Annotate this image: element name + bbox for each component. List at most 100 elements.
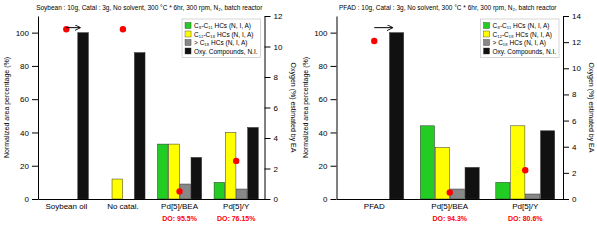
tick-label: 0	[274, 195, 279, 204]
annotation: DO: 94.3%	[432, 215, 467, 222]
tick: 80	[319, 62, 337, 71]
legend-swatch	[185, 48, 191, 54]
legend-item: > C₁₈ HCs (N, I, A)	[484, 39, 546, 47]
tick-label: Pd[5]/BEA	[431, 202, 469, 211]
tick-label: Pd[5]/Y	[223, 202, 250, 211]
legend-swatch	[484, 48, 490, 54]
tick: 10	[265, 43, 283, 52]
tick-mark	[563, 173, 569, 174]
tick-label: 8	[274, 73, 279, 82]
arrow	[66, 27, 80, 28]
legend-box	[182, 19, 260, 58]
annotation: DO: 76.15%	[217, 215, 256, 222]
legend-item: Oxy. Compounds, N.I.	[185, 48, 258, 56]
tick-label: No catal.	[107, 202, 139, 211]
legend-swatch	[185, 23, 191, 29]
tick-label: 100	[16, 29, 30, 38]
legend: C₈-C₁₁ HCs (N, I, A)C₁₂-C₁₈ HCs (N, I, A…	[182, 19, 260, 58]
tick-label: 12	[274, 12, 283, 21]
tick-label: 80	[20, 62, 29, 71]
bar	[375, 199, 389, 200]
axis-title: Normalized area percentage (%)	[302, 57, 310, 158]
tick: 6	[563, 117, 577, 126]
y-axis: 020406080100	[16, 17, 39, 205]
tick-mark	[563, 121, 569, 122]
bar	[112, 179, 123, 199]
legend-item: > C₁₈ HCs (N, I, A)	[185, 39, 247, 47]
bar	[541, 131, 555, 199]
tick-label: 14	[572, 12, 581, 21]
legend-item: C₁₂-C₁₈ HCs (N, I, A)	[185, 31, 253, 39]
tick: 0	[25, 195, 38, 204]
tick-mark	[563, 147, 569, 148]
bar	[236, 189, 247, 199]
legend-item: C₈-C₁₁ HCs (N, I, A)	[484, 22, 550, 30]
y-axis: 020406080100	[314, 17, 337, 205]
tick-mark	[32, 199, 38, 200]
tick: 40	[319, 129, 337, 138]
panel: Soybean oilNo catal.Pd[5]/BEAPd[5]/Y0204…	[3, 4, 297, 222]
bar	[134, 53, 145, 199]
tick: 0	[265, 195, 279, 204]
tick-label: 8	[572, 90, 577, 99]
tick: 20	[20, 162, 38, 171]
axis-line	[337, 199, 564, 200]
plot-area: Soybean oilNo catal.Pd[5]/BEAPd[5]/Y0204…	[3, 12, 297, 222]
bar	[225, 132, 236, 199]
tick-label: 2	[274, 165, 279, 174]
tick: 8	[265, 73, 279, 82]
tick-mark	[563, 199, 569, 200]
axis-title: Oxygen (%) estimated by EA	[587, 63, 595, 153]
tick: 2	[265, 165, 279, 174]
dot	[371, 38, 377, 44]
annotation: DO: 80.6%	[508, 215, 543, 222]
bar	[511, 126, 525, 199]
tick-label: 100	[314, 29, 328, 38]
tick-label: PFAD	[364, 202, 385, 211]
annotation: DO: 95.5%	[162, 215, 197, 222]
tick: 6	[265, 104, 279, 113]
tick-mark	[331, 199, 337, 200]
dot	[233, 158, 239, 164]
legend-label: C₁₂-C₁₈ HCs (N, I, A)	[194, 31, 253, 39]
tick: Pd[5]/Y	[512, 202, 539, 211]
bar	[248, 127, 259, 199]
arrow	[374, 27, 392, 28]
tick-mark	[32, 66, 38, 67]
tick: 60	[20, 95, 38, 104]
axis-title: Normalized area percentage (%)	[3, 57, 11, 158]
tick-label: 0	[323, 195, 328, 204]
tick-label: Soybean oil	[45, 202, 87, 211]
tick-label: 4	[274, 134, 279, 143]
x-axis: Soybean oilNo catal.Pd[5]/BEAPd[5]/Y	[39, 200, 266, 211]
title: PFAD : 10g, Catal : 3g, No solvent, 300 …	[339, 4, 557, 12]
tick-mark	[331, 66, 337, 67]
tick-label: 20	[20, 162, 29, 171]
legend-label: C₁₂-C₁₈ HCs (N, I, A)	[493, 31, 552, 39]
tick: PFAD	[364, 202, 385, 211]
tick-mark	[563, 42, 569, 43]
tick: 0	[323, 195, 336, 204]
legend-box	[481, 19, 559, 58]
legend-swatch	[484, 23, 490, 29]
dot	[447, 189, 453, 195]
tick-mark	[32, 99, 38, 100]
tick: 4	[265, 134, 279, 143]
tick: 12	[563, 38, 581, 47]
tick-label: 2	[572, 169, 577, 178]
tick: No catal.	[107, 202, 139, 211]
axis-line	[39, 199, 266, 200]
tick-label: 80	[319, 62, 328, 71]
dot	[522, 167, 528, 173]
tick-mark	[265, 138, 271, 139]
legend-swatch	[185, 31, 191, 37]
tick: 8	[563, 90, 577, 99]
tick: 20	[319, 162, 337, 171]
tick: 0	[563, 195, 577, 204]
tick-mark	[563, 94, 569, 95]
tick-label: 40	[319, 129, 328, 138]
tick: 100	[16, 29, 38, 38]
tick-mark	[331, 166, 337, 167]
tick-mark	[563, 68, 569, 69]
tick-mark	[265, 77, 271, 78]
